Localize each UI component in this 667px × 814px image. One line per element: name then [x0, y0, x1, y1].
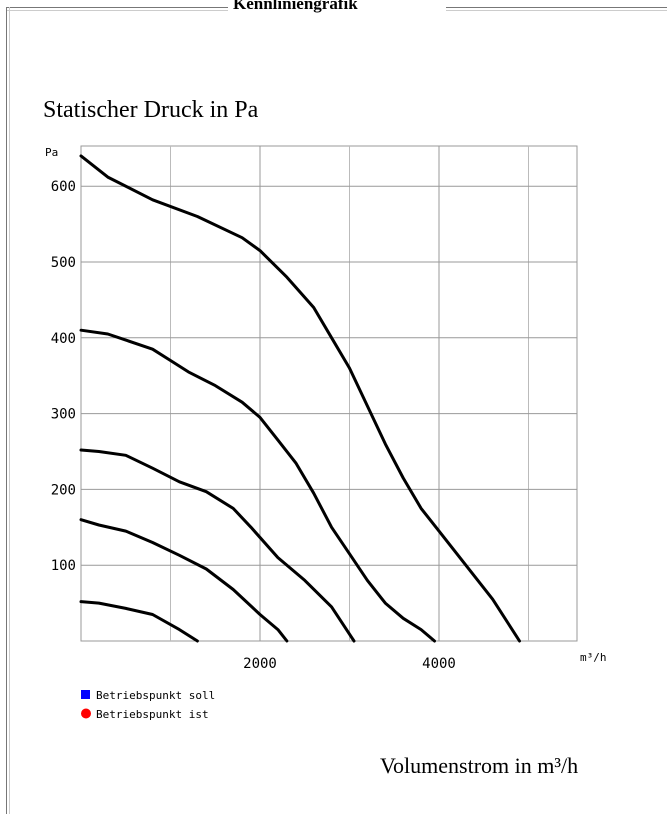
- x-tick-label: 2000: [243, 656, 277, 672]
- y-tick-label: 400: [51, 331, 76, 347]
- curve-line-4: [79, 518, 289, 643]
- curve-line-2: [79, 328, 436, 643]
- legend-marker-circle: [81, 708, 91, 719]
- x-tick-label: 4000: [422, 656, 456, 672]
- y-tick-label: 600: [51, 179, 76, 195]
- fieldset-title: Kennliniengrafik: [233, 0, 358, 13]
- curve-line-1: [79, 154, 521, 643]
- plot-area: [80, 145, 578, 642]
- x-axis-title: Volumenstrom in m³/h: [380, 753, 579, 778]
- legend-label: Betriebspunkt ist: [96, 708, 209, 721]
- curve-line-5: [79, 600, 199, 643]
- x-axis-unit: m³/h: [580, 651, 607, 664]
- y-tick-label: 500: [51, 255, 76, 271]
- fieldset-border-left: [6, 7, 10, 814]
- y-axis-unit: Pa: [45, 146, 58, 159]
- legend-marker-square: [81, 690, 90, 699]
- curve-line-3: [79, 448, 356, 643]
- fieldset-border-top-right: [446, 7, 667, 11]
- y-axis-title: Statischer Druck in Pa: [43, 97, 259, 123]
- fieldset-border-top-left: [6, 7, 228, 11]
- legend-label: Betriebspunkt soll: [96, 689, 215, 702]
- y-tick-label: 100: [51, 558, 76, 574]
- y-tick-label: 200: [51, 482, 76, 498]
- y-tick-label: 300: [51, 407, 76, 423]
